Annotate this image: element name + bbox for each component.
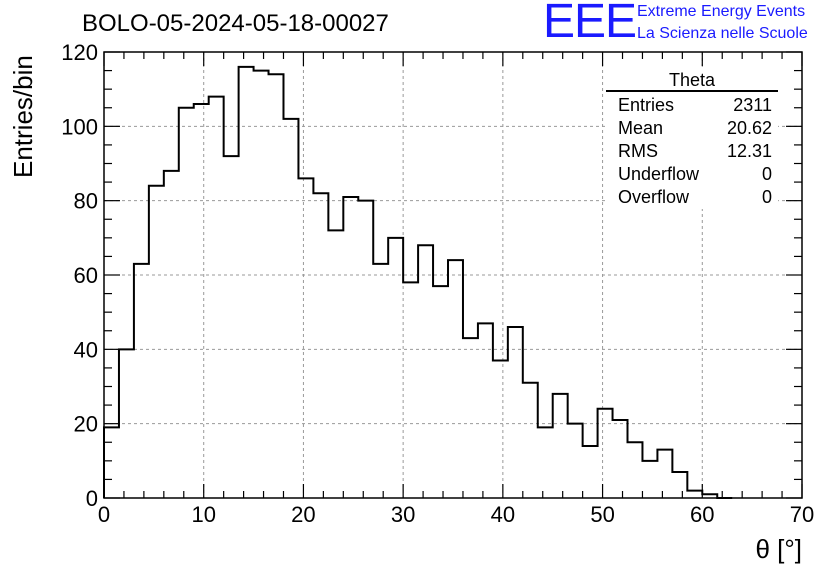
histogram-bin (628, 442, 643, 498)
histogram-bin (373, 264, 388, 498)
histogram-bin (657, 450, 672, 498)
histogram-bin (358, 201, 373, 498)
x-tick-label: 10 (191, 502, 215, 527)
histogram-bin (388, 238, 403, 498)
histogram-bin (418, 245, 433, 498)
x-tick-label: 40 (491, 502, 515, 527)
histogram-bin (553, 394, 568, 498)
histogram-bin (328, 230, 343, 498)
logo-line-1: Extreme Energy Events (637, 3, 806, 20)
stats-value: 12.31 (726, 141, 772, 161)
histogram-bin (448, 260, 463, 498)
y-axis-label: Entries/bin (8, 55, 38, 178)
histogram-bin (493, 360, 508, 498)
stats-label: RMS (618, 141, 658, 161)
histogram-bin (239, 67, 254, 498)
histogram-bin (583, 446, 598, 498)
histogram-bin (269, 74, 284, 498)
histogram-bin (179, 108, 194, 498)
x-tick-label: 0 (98, 502, 110, 527)
histogram-bin (104, 427, 119, 498)
stats-row-mean: Mean 20.62 (606, 117, 778, 140)
y-tick-label: 0 (86, 486, 98, 511)
histogram-bin (164, 171, 179, 498)
y-tick-label: 100 (61, 114, 98, 139)
x-tick-label: 20 (291, 502, 315, 527)
stats-row-overflow: Overflow 0 (606, 186, 778, 209)
axis-ticks (103, 51, 803, 499)
histogram-bin (433, 286, 448, 498)
histogram-bin (194, 104, 209, 498)
x-tick-label: 50 (590, 502, 614, 527)
stats-row-underflow: Underflow 0 (606, 163, 778, 186)
histogram-bin (134, 264, 149, 498)
histogram-bin (672, 472, 687, 498)
eee-logo: EEE (543, 0, 637, 48)
histogram-bin (598, 409, 613, 498)
histogram-bin (283, 119, 298, 498)
histogram-bin (313, 193, 328, 498)
stats-row-entries: Entries 2311 (606, 94, 778, 117)
histogram-bin (478, 323, 493, 498)
x-axis-label: θ [°] (755, 534, 802, 564)
stats-label: Entries (618, 95, 675, 115)
plot-frame (103, 51, 803, 499)
stats-label: Overflow (618, 187, 690, 207)
histogram-bin (119, 349, 134, 498)
stats-value: 0 (761, 164, 772, 184)
histogram-bin (254, 71, 269, 498)
histogram-bin (343, 197, 358, 498)
histogram-bin (568, 424, 583, 498)
histogram-bars (103, 65, 733, 499)
stats-value: 20.62 (726, 118, 772, 138)
histogram-bin (209, 97, 224, 498)
chart-title: BOLO-05-2024-05-18-00027 (82, 10, 389, 37)
histogram-bin (224, 156, 239, 498)
stats-title: Theta (606, 70, 778, 92)
histogram-bin (687, 491, 702, 498)
x-tick-label: 60 (690, 502, 714, 527)
y-tick-label: 60 (74, 263, 98, 288)
histogram-outline (103, 65, 733, 499)
histogram-bin (523, 383, 538, 498)
stats-value: 0 (761, 187, 772, 207)
y-tick-label: 80 (74, 189, 98, 214)
histogram-bin (508, 327, 523, 498)
logo-line-2: La Scienza nelle Scuole (637, 25, 808, 42)
stats-box: Theta Entries 2311 Mean 20.62 RMS 12.31 … (606, 70, 778, 209)
y-tick-label: 120 (61, 40, 98, 65)
tick-labels: 0 10 20 30 40 50 60 70 0 20 40 60 80 100 120 (61, 40, 814, 527)
stats-label: Mean (618, 118, 664, 138)
histogram-bin (613, 420, 628, 498)
histogram-bin (642, 461, 657, 498)
y-tick-label: 40 (74, 337, 98, 362)
histogram-bin (149, 186, 164, 498)
stats-value: 2311 (733, 95, 772, 115)
y-tick-label: 20 (74, 412, 98, 437)
histogram-bin (463, 338, 478, 498)
x-tick-label: 70 (790, 502, 814, 527)
grid-lines (104, 52, 802, 498)
x-tick-label: 30 (391, 502, 415, 527)
stats-label: Underflow (618, 164, 700, 184)
histogram-bin (538, 427, 553, 498)
stats-row-rms: RMS 12.31 (606, 140, 778, 163)
histogram-bin (403, 282, 418, 498)
histogram-bin (298, 178, 313, 498)
